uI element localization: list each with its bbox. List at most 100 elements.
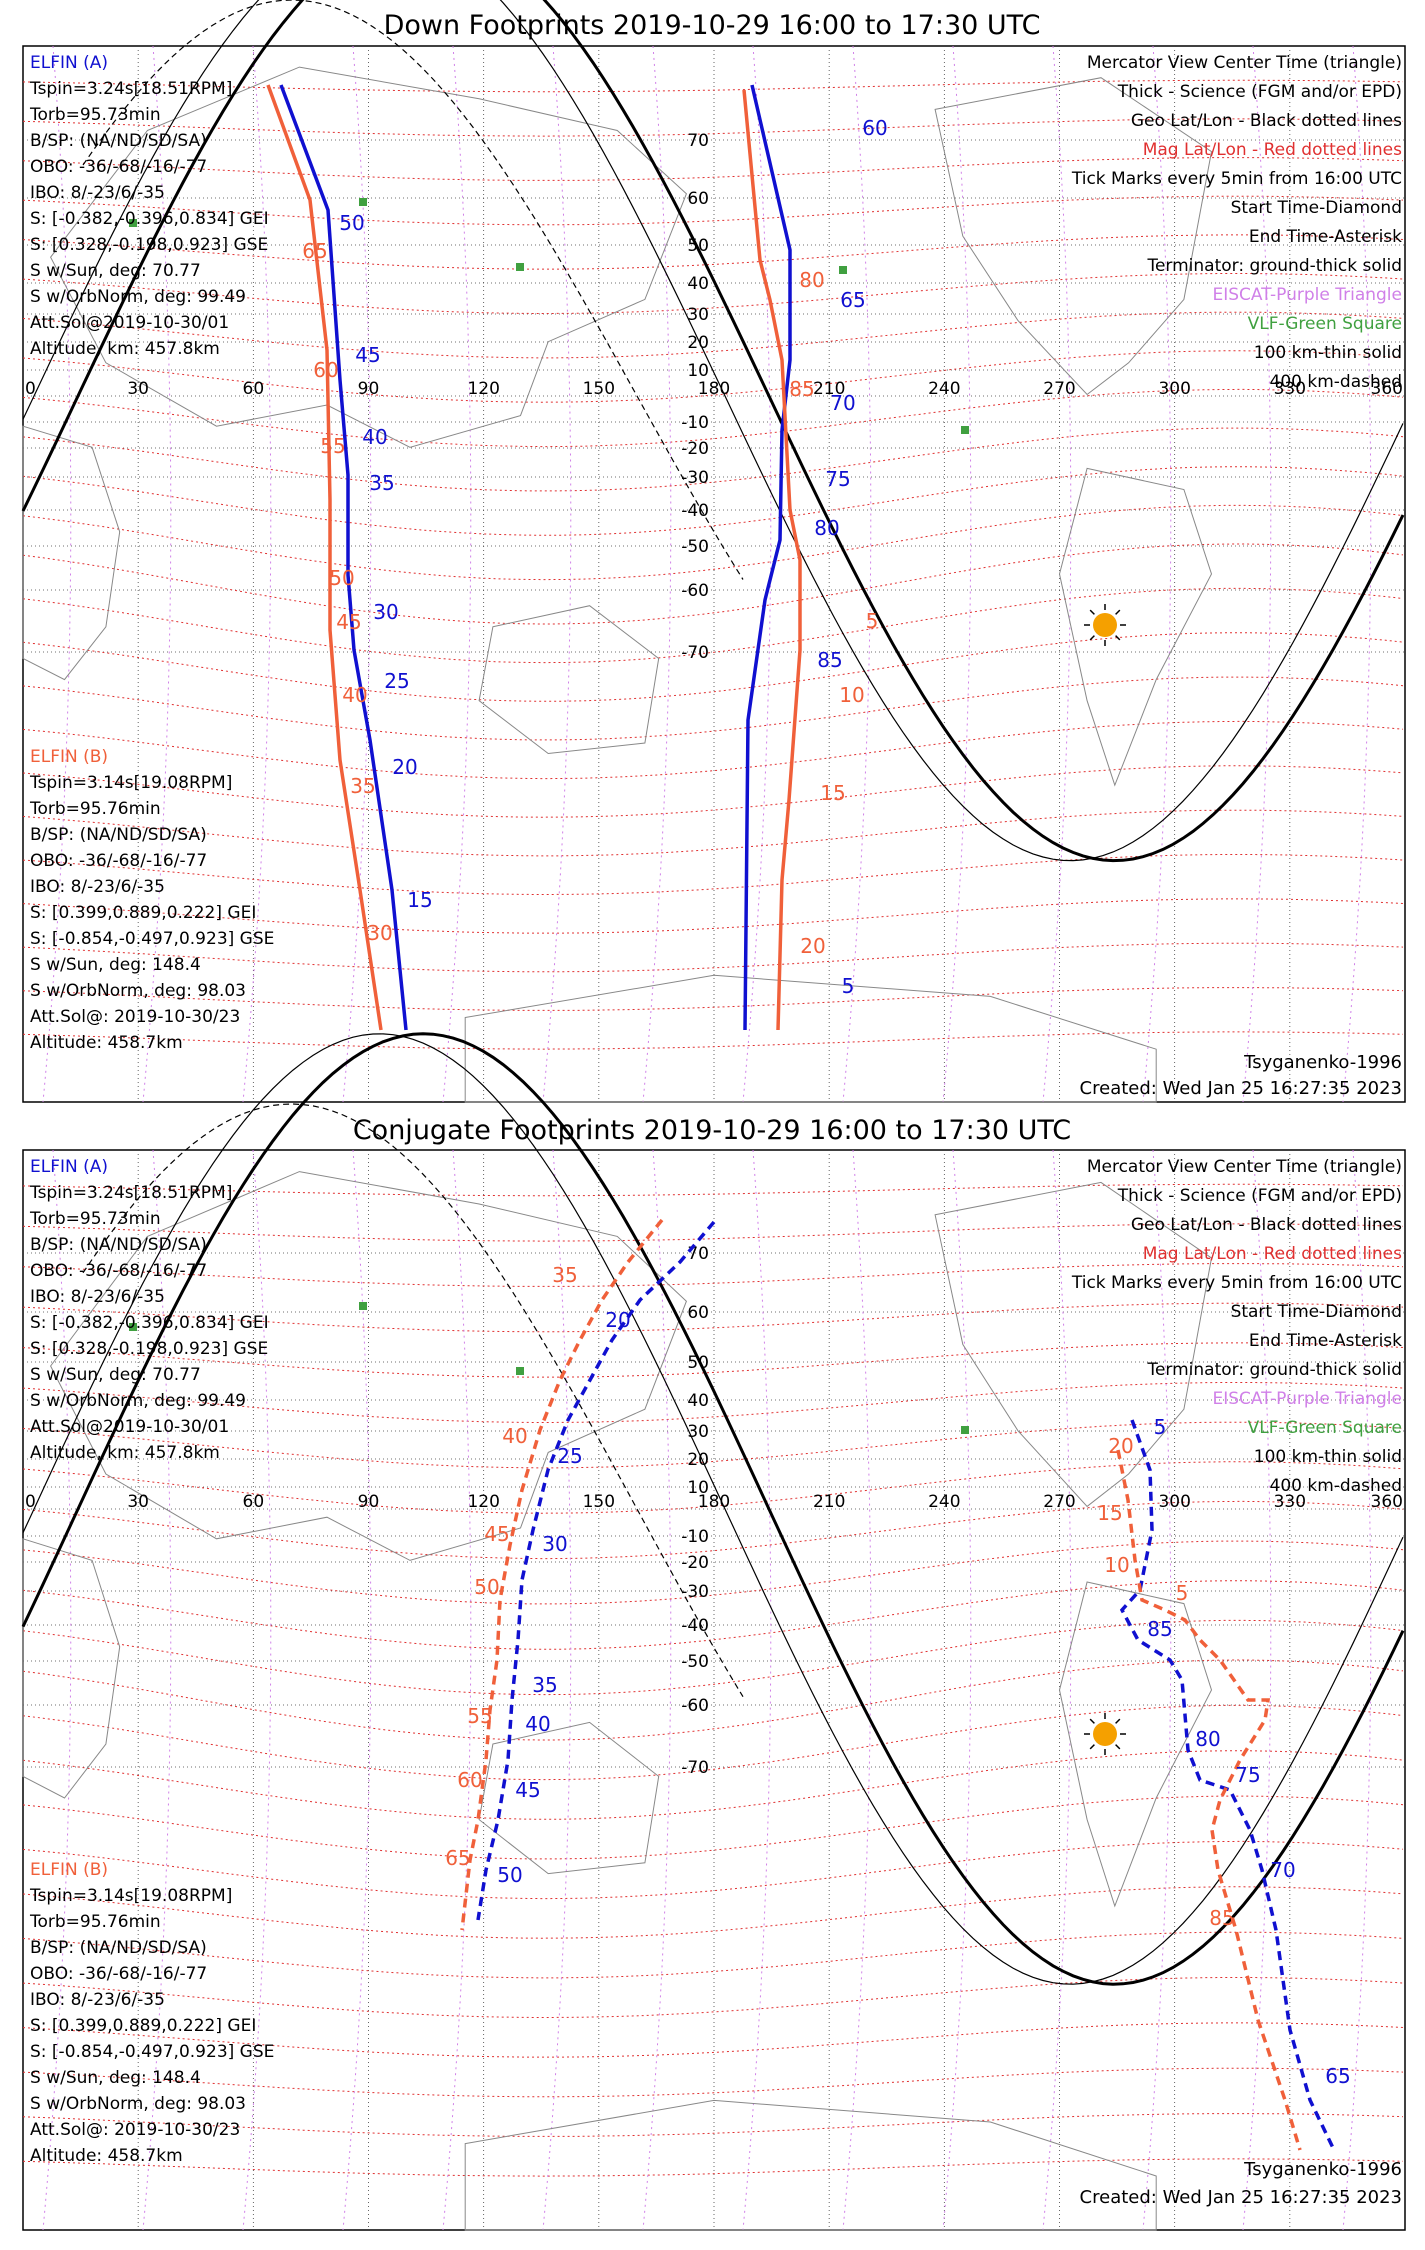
mag-longitude-line	[942, 1149, 972, 2231]
mag-latitude-line	[22, 350, 1404, 403]
elfin-b-info-line: OBO: -36/-68/-16/-77	[30, 851, 207, 871]
mag-latitude-line	[22, 942, 1404, 973]
elfin-b-info-line: Torb=95.76min	[29, 799, 161, 819]
mag-latitude-line	[22, 1795, 1404, 1860]
mag-grid	[22, 45, 1404, 1103]
legend-entry: Geo Lat/Lon - Black dotted lines	[1131, 111, 1402, 131]
track-b2	[742, 89, 802, 1031]
track-time-label: 50	[474, 1575, 499, 1599]
mag-longitude-line	[42, 45, 72, 1103]
elfin-a-info-line: Tspin=3.24s[18.51RPM]	[29, 79, 232, 99]
track-time-label: 85	[1209, 1906, 1234, 1930]
latitude-tick-label: -50	[681, 1652, 709, 1672]
elfin-b-info-line: Torb=95.76min	[29, 1912, 161, 1932]
track-time-label: 50	[329, 566, 354, 590]
elfin-b-info: ELFIN (B) Tspin=3.14s[19.08RPM] Torb=95.76…	[29, 1860, 274, 2166]
track-b2	[1116, 1449, 1302, 2151]
created-timestamp: Created: Wed Jan 25 16:27:35 2023	[1080, 2187, 1402, 2208]
vlf-station-square	[129, 1323, 137, 1331]
track-time-label: 60	[313, 358, 338, 382]
sun-disc	[1093, 1722, 1117, 1746]
legend: Mercator View Center Time (triangle) Thic…	[1071, 1157, 1402, 1496]
axis-tick-labels: 0 30 60 90 120 150 180 210 240 270 300 330 360 70 60 50…	[25, 131, 1403, 663]
coastline	[478, 1721, 660, 1875]
elfin-a-info-line: S: [-0.382,-0.396,0.834] GEI	[30, 209, 269, 229]
legend-entry: Start Time-Diamond	[1231, 1302, 1402, 1322]
track-time-label: 40	[525, 1712, 550, 1736]
coastline	[50, 1171, 687, 1561]
elfin-b-heading: ELFIN (B)	[30, 747, 108, 767]
sun-ray	[1089, 1718, 1095, 1724]
legend-entry: Terminator: ground-thick solid	[1146, 1360, 1402, 1380]
elfin-b-info-line: B/SP: (NA/ND/SD/SA)	[30, 825, 207, 845]
elfin-a-info-line: S: [-0.382,-0.396,0.834] GEI	[30, 1313, 269, 1333]
elfin-b-info-line: S w/Sun, deg: 148.4	[30, 955, 201, 975]
sun-ray	[1089, 635, 1095, 641]
coastline	[464, 974, 1157, 1103]
mag-latitude-line	[22, 1580, 1404, 1650]
mag-latitude-line	[22, 1302, 1404, 1333]
mag-longitude-line	[842, 1149, 872, 2231]
longitude-tick-label: 360	[1371, 379, 1403, 399]
latitude-tick-label: 40	[687, 1391, 709, 1411]
mag-longitude-line	[142, 1149, 172, 2231]
track-time-label: 20	[1108, 1434, 1133, 1458]
sun-icon	[1084, 604, 1126, 646]
latitude-tick-label: 20	[687, 333, 709, 353]
latitude-tick-label: 60	[687, 1303, 709, 1323]
coastline	[22, 425, 121, 681]
elfin-b-info-line: S: [0.399,0.889,0.222] GEI	[30, 903, 256, 923]
mag-latitude-line	[22, 504, 1404, 581]
track-time-label: 30	[373, 600, 398, 624]
elfin-a-info-line: S: [0.328,-0.198,0.923] GSE	[30, 1339, 268, 1359]
track-time-label: 55	[467, 1704, 492, 1728]
mag-longitude-line	[542, 45, 572, 1103]
track-time-labels: 5045403530252015656055504540353060657075…	[302, 116, 887, 998]
track-b1	[460, 1218, 664, 1931]
vlf-stations	[129, 198, 969, 434]
longitude-tick-label: 90	[358, 1492, 380, 1512]
mag-latitude-line	[22, 1500, 1404, 1560]
mag-longitude-line	[1142, 1149, 1172, 2231]
track-time-label: 50	[339, 211, 364, 235]
mag-longitude-line	[942, 45, 972, 1103]
legend-entry: 100 km-thin solid	[1254, 343, 1402, 363]
longitude-tick-label: 60	[243, 1492, 265, 1512]
legend-entry: End Time-Asterisk	[1249, 227, 1402, 247]
track-time-label: 85	[817, 648, 842, 672]
elfin-a-info: ELFIN (A) Tspin=3.24s[18.51RPM] Torb=95.73…	[29, 53, 269, 359]
longitude-tick-label: 30	[127, 379, 149, 399]
legend-entry: Mag Lat/Lon - Red dotted lines	[1143, 140, 1402, 160]
track-time-label: 45	[515, 1778, 540, 1802]
mag-latitude-line	[22, 765, 1404, 818]
latitude-tick-label: 50	[687, 1353, 709, 1373]
coastline	[1058, 467, 1213, 787]
latitude-tick-label: -60	[681, 1696, 709, 1716]
mag-latitude-line	[22, 587, 1404, 664]
track-markers	[1084, 1713, 1126, 1755]
mag-latitude-line	[22, 898, 1404, 934]
sun-ray	[1089, 1744, 1095, 1750]
mag-longitude-line	[242, 45, 272, 1103]
longitude-tick-label: 120	[467, 1492, 499, 1512]
elfin-b-info-line: S w/Sun, deg: 148.4	[30, 2068, 201, 2088]
latitude-tick-label: 50	[687, 236, 709, 256]
elfin-a-info-line: S w/Sun, deg: 70.77	[30, 1365, 201, 1385]
elfin-a-info-line: IBO: 8/-23/6/-35	[30, 183, 165, 203]
mag-longitude-line	[142, 45, 172, 1103]
track-time-label: 55	[320, 434, 345, 458]
track-time-label: 35	[552, 1263, 577, 1287]
elfin-a-info-line: Att.Sol@2019-10-30/01	[30, 1417, 229, 1437]
mag-longitude-line	[42, 1149, 72, 2231]
legend-entry: End Time-Asterisk	[1249, 1331, 1402, 1351]
track-time-label: 45	[484, 1522, 509, 1546]
elfin-a-info-line: IBO: 8/-23/6/-35	[30, 1287, 165, 1307]
elfin-a-info-line: S: [0.328,-0.198,0.923] GSE	[30, 235, 268, 255]
terminator-ground	[21, 1032, 1405, 1986]
longitude-tick-label: 330	[1274, 1492, 1306, 1512]
elfin-a-heading: ELFIN (A)	[30, 1157, 108, 1177]
elfin-b-info: ELFIN (B) Tspin=3.14s[19.08RPM] Torb=95.76…	[29, 747, 274, 1053]
vlf-station-square	[516, 1367, 524, 1375]
mag-latitude-line	[22, 1382, 1404, 1424]
